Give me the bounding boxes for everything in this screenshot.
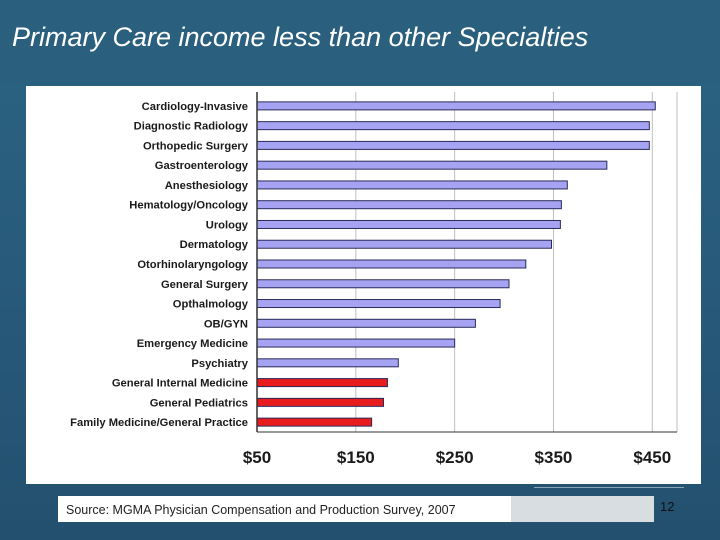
bar-specialty [256, 121, 650, 131]
title-band [0, 0, 720, 84]
bar-specialty [256, 180, 568, 190]
category-label: Opthalmology [173, 299, 249, 311]
category-label: Diagnostic Radiology [134, 121, 249, 133]
bar-specialty [256, 318, 476, 328]
bar-specialty [256, 358, 399, 368]
x-tick-label: $250 [436, 448, 474, 467]
bar-specialty [256, 101, 656, 111]
category-label: General Pediatrics [150, 397, 248, 409]
x-tick-label: $450 [633, 448, 671, 467]
bar-primary-care [256, 378, 388, 388]
category-label: OB/GYN [204, 318, 248, 330]
category-label: Otorhinolaryngology [137, 259, 248, 271]
bar-specialty [256, 219, 561, 229]
bar-specialty [256, 140, 650, 150]
category-label: Urology [206, 219, 249, 231]
bar-specialty [256, 160, 608, 170]
category-label: General Internal Medicine [112, 378, 248, 390]
category-label: Dermatology [180, 239, 249, 251]
x-tick-label: $50 [243, 448, 271, 467]
category-label: Psychiatry [191, 358, 248, 370]
source-box: Source: MGMA Physician Compensation and … [58, 496, 511, 522]
slide-title: Primary Care income less than other Spec… [12, 22, 589, 52]
bar-primary-care [256, 417, 373, 427]
bar-specialty [256, 338, 456, 348]
bar-primary-care [256, 397, 384, 407]
category-label: Hematology/Oncology [129, 200, 249, 212]
category-label: Gastroenterology [155, 160, 249, 172]
bar-specialty [256, 239, 552, 249]
footer-divider [534, 487, 684, 488]
category-label: Anesthesiology [165, 180, 249, 192]
income-bar-chart: Cardiology-Invasive Diagnostic Radiology O… [70, 92, 678, 467]
category-label: Family Medicine/General Practice [70, 417, 248, 429]
bar-specialty [256, 279, 510, 289]
bar-specialty [256, 259, 527, 269]
page-number: 12 [660, 499, 675, 514]
footer-gray-box [511, 496, 654, 522]
x-tick-label: $150 [337, 448, 375, 467]
chart-panel: Cardiology-Invasive Diagnostic Radiology O… [26, 86, 701, 484]
category-label: Orthopedic Surgery [143, 140, 249, 152]
bar-specialty [256, 200, 562, 210]
category-label: Emergency Medicine [137, 338, 248, 350]
category-label: General Surgery [161, 279, 249, 291]
category-label: Cardiology-Invasive [142, 101, 248, 113]
x-tick-label: $350 [535, 448, 573, 467]
source-citation: Source: MGMA Physician Compensation and … [66, 503, 456, 517]
bar-specialty [256, 299, 501, 309]
